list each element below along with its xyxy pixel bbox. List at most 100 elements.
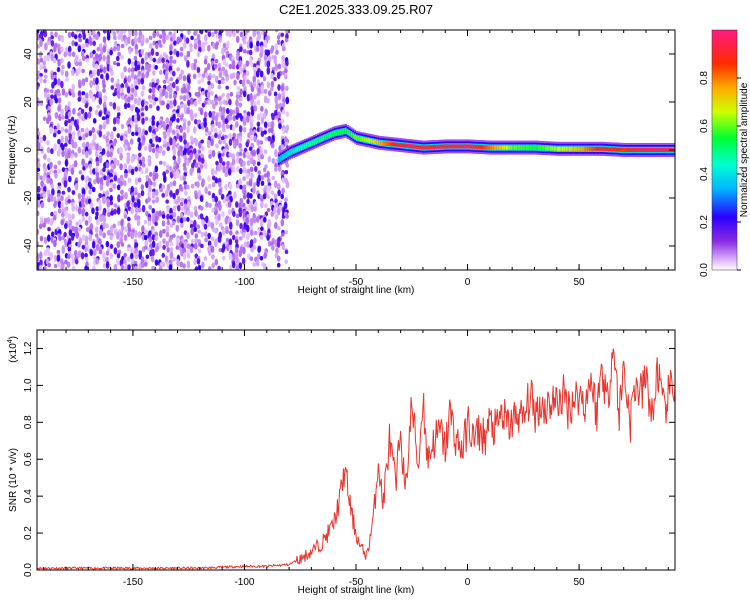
noise-cell [235,138,239,146]
noise-cell [75,231,80,239]
ridge-cell [389,142,392,146]
noise-cell [109,49,113,56]
noise-cell [43,236,48,244]
noise-cell [211,114,215,122]
noise-cell [179,174,183,181]
noise-cell [213,239,218,248]
noise-cell [101,148,106,155]
ridge-cell [298,146,301,151]
noise-cell [148,125,152,133]
noise-cell [169,50,173,56]
noise-cell [182,132,187,140]
noise-cell [105,261,110,269]
noise-cell [257,253,261,260]
ridge-cell [623,148,626,152]
noise-cell [126,86,131,94]
noise-cell [256,161,261,166]
noise-cell [178,36,183,43]
noise-cell [158,34,163,39]
ridge-cell [524,145,527,150]
noise-cell [127,96,131,103]
noise-cell [211,207,215,213]
noise-cell [98,155,103,164]
noise-cell [64,159,69,167]
noise-cell [193,126,197,134]
noise-cell [99,68,103,73]
noise-cell [57,78,61,86]
ridge-cell [563,146,566,151]
noise-cell [270,143,275,149]
noise-cell [148,35,153,41]
noise-cell [37,127,40,133]
noise-cell [136,64,141,71]
noise-cell [70,120,75,126]
noise-cell [234,247,239,254]
noise-cell [198,86,202,92]
noise-cell [227,201,232,208]
ridge-cell [283,154,286,158]
noise-cell [84,211,89,217]
noise-cell [203,223,208,230]
noise-cell [267,135,272,142]
noise-cell [220,193,225,200]
noise-cell [166,183,171,192]
noise-cell [102,54,106,62]
noise-cell [39,136,43,144]
noise-cell [67,31,72,38]
noise-cell [262,76,267,82]
noise-cell [94,109,99,116]
noise-cell [158,210,162,217]
ridge-cell [462,144,465,149]
ridge-cell [484,145,487,150]
noise-cell [126,247,131,252]
ridge-cell [541,146,544,150]
snr-background [37,330,675,570]
noise-cell [54,97,59,104]
noise-cell [113,208,117,215]
noise-cell [92,69,96,77]
noise-cell [127,58,132,65]
noise-cell [61,167,66,173]
noise-cell [186,232,190,240]
noise-cell [254,166,258,172]
noise-cell [270,72,274,80]
ridge-cell [311,140,314,145]
noise-cell [52,196,57,202]
noise-cell [285,60,289,67]
noise-cell [148,104,153,109]
noise-cell [221,66,226,72]
noise-cell [211,31,215,37]
noise-cell [145,254,150,260]
colorbar-tick-label: 0.2 [699,215,710,229]
noise-cell [182,75,187,82]
noise-cell [67,111,72,118]
noise-cell [172,81,176,89]
noise-cell [285,181,290,189]
noise-cell [214,75,219,84]
noise-cell [186,83,191,91]
noise-cell [245,141,249,148]
ridge-cell [457,144,460,149]
ridge-cell [322,136,325,140]
noise-cell [180,223,184,228]
ridge-cell [467,144,470,149]
noise-cell [283,201,288,210]
noise-cell [131,131,135,137]
noise-cell [88,215,92,224]
noise-cell [155,196,159,204]
noise-cell [88,177,92,183]
noise-cell [165,169,169,174]
noise-cell [235,54,240,61]
noise-cell [253,105,258,112]
noise-cell [134,207,139,214]
noise-cell [277,84,281,91]
noise-cell [51,188,55,196]
noise-cell [64,210,68,219]
noise-cell [270,120,275,129]
noise-cell [124,264,129,270]
noise-cell [214,101,219,106]
ridge-cell [531,145,534,150]
noise-cell [176,133,180,140]
noise-cell [250,204,254,213]
ridge-cell [565,146,568,151]
